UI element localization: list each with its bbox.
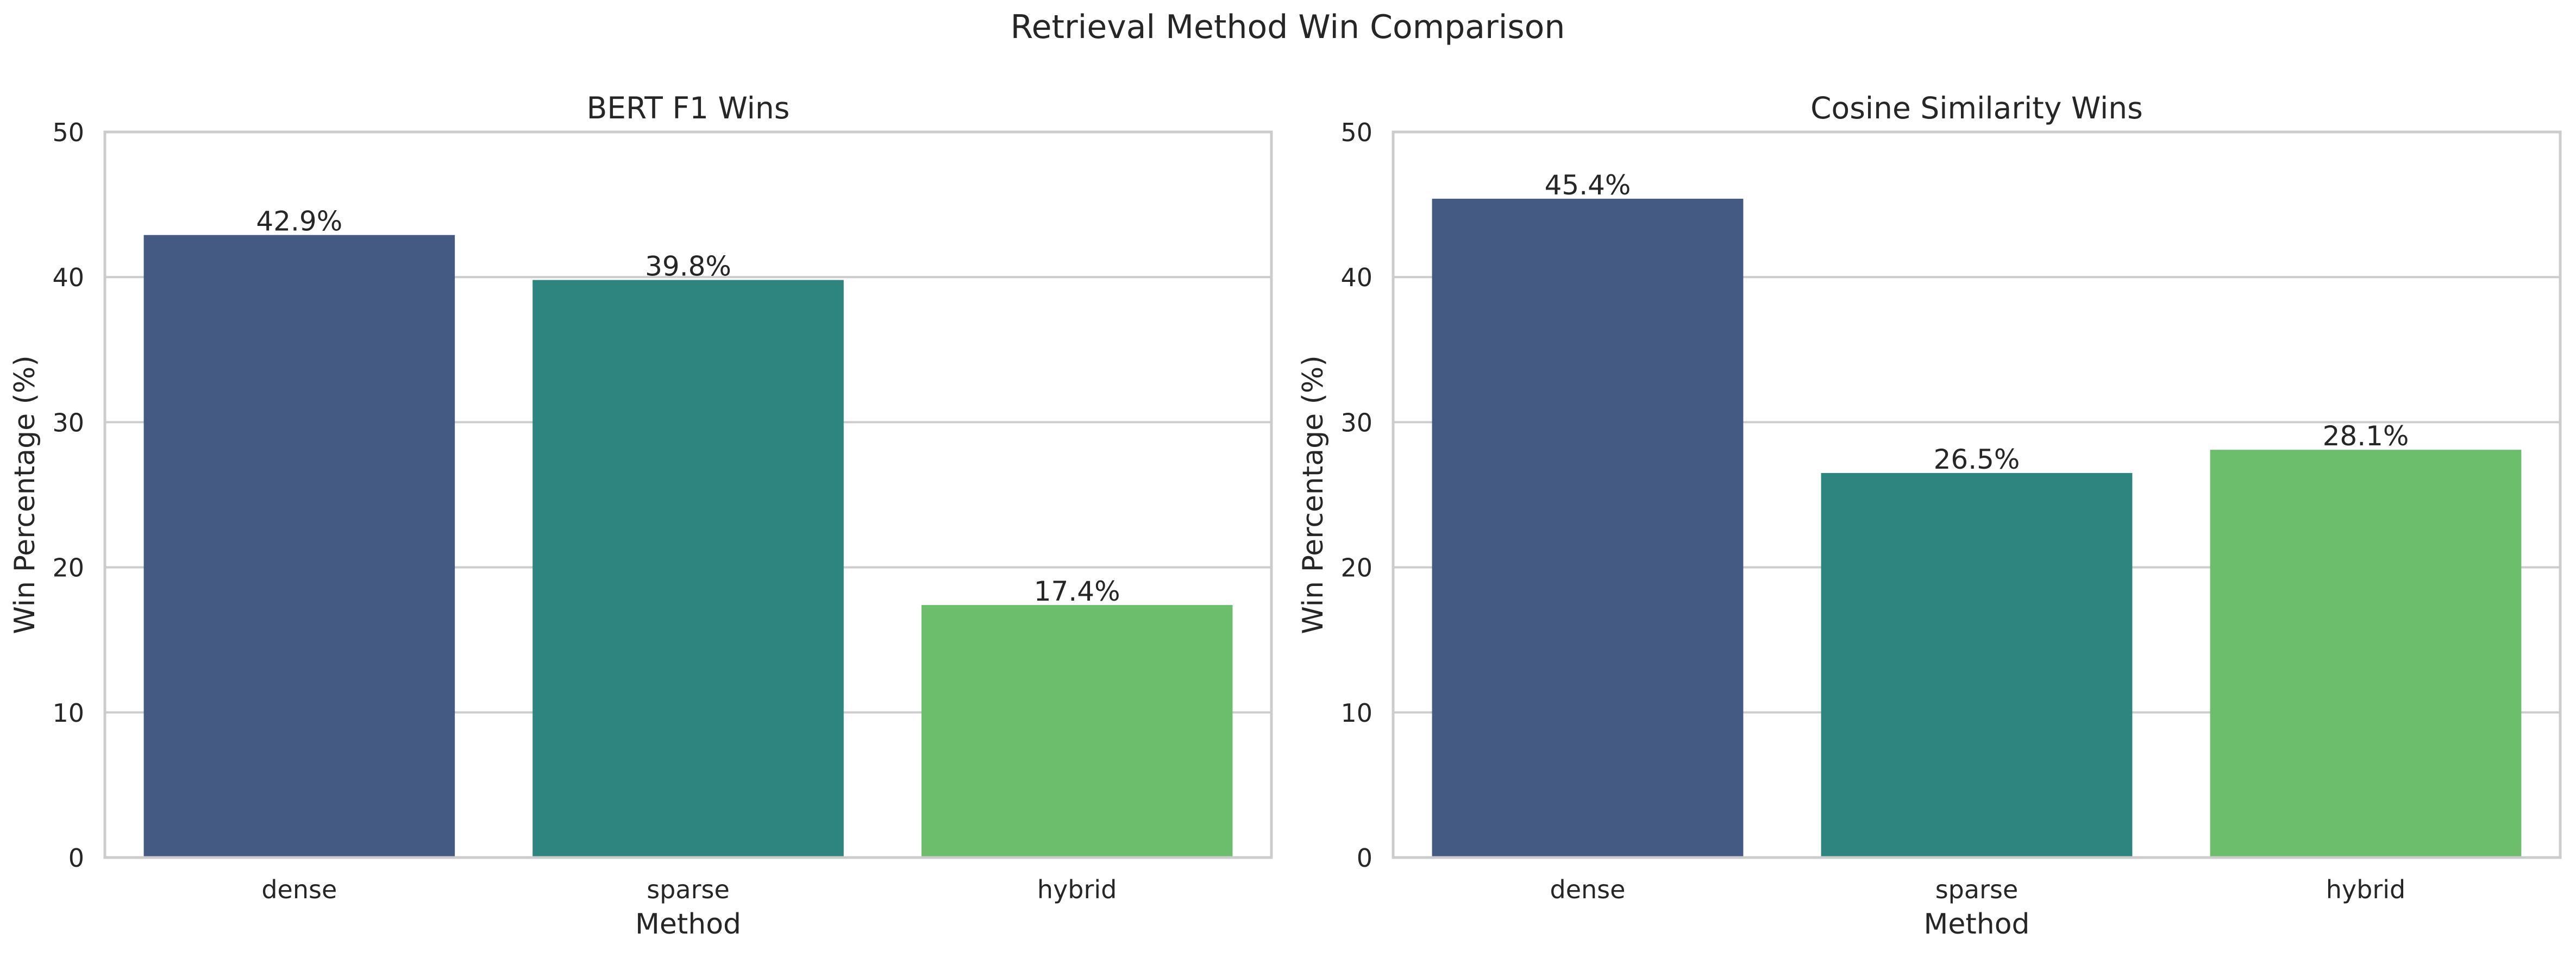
chart-2-bar-sparse: [1821, 472, 2133, 858]
chart-2-ytick-label: 20: [1340, 553, 1372, 583]
chart-2-data-label: 28.1%: [2323, 420, 2409, 452]
chart-2-xlabel: Method: [1923, 908, 2029, 941]
chart-1-title: BERT F1 Wins: [587, 91, 790, 125]
chart-2-ytick-label: 0: [1357, 843, 1372, 873]
charts-container: 42.9% 39.8% 17.4% 0 10 20 30 40 50 dense sparse hyb…: [9, 91, 2562, 941]
chart-1-ytick-label: 10: [52, 698, 84, 728]
figure-title: Retrieval Method Win Comparison: [1011, 8, 1565, 46]
chart-2-ytick-label: 40: [1340, 263, 1372, 292]
chart-1-xtick-label: dense: [261, 875, 337, 904]
chart-1-ytick-label: 30: [52, 408, 84, 437]
chart-1-data-label: 17.4%: [1034, 576, 1120, 607]
chart-2-title: Cosine Similarity Wins: [1810, 91, 2143, 125]
chart-1-ytick-label: 40: [52, 263, 84, 292]
chart-2-ytick-label: 50: [1340, 118, 1372, 147]
chart-1-ylabel: Win Percentage (%): [9, 355, 41, 634]
chart-1-bar-dense: [143, 235, 455, 858]
chart-1-xtick-label: sparse: [647, 875, 730, 904]
chart-2-xtick-label: sparse: [1935, 875, 2019, 904]
chart-2-ytick-label: 10: [1340, 698, 1372, 728]
chart-1-xlabel: Method: [635, 908, 741, 941]
chart-2-bar-dense: [1432, 198, 1744, 858]
chart-1-bar-hybrid: [921, 605, 1233, 858]
chart-2-ytick-label: 30: [1340, 408, 1372, 437]
chart-2-xtick-label: dense: [1550, 875, 1626, 904]
chart-2-xtick-label: hybrid: [2326, 875, 2405, 904]
chart-1-ytick-label: 0: [68, 843, 84, 873]
chart-1-ytick-label: 20: [52, 553, 84, 583]
chart-2-frame: [1392, 130, 2562, 859]
chart-1-frame: [103, 130, 1273, 859]
chart-2-ylabel: Win Percentage (%): [1297, 355, 1330, 634]
chart-1-bar-sparse: [532, 280, 844, 858]
chart-2-data-label: 45.4%: [1545, 169, 1631, 201]
chart-2-panel: 45.4% 26.5% 28.1% 0 10 20 30 40 50 dense sparse hyb…: [1297, 91, 2562, 941]
chart-1-ytick-label: 50: [52, 118, 84, 147]
chart-1-data-label: 39.8%: [645, 251, 731, 282]
chart-2-bar-hybrid: [2210, 450, 2522, 858]
chart-2-data-label: 26.5%: [1934, 444, 2020, 475]
chart-1-panel: 42.9% 39.8% 17.4% 0 10 20 30 40 50 dense sparse hyb…: [9, 91, 1273, 941]
chart-1-data-label: 42.9%: [256, 206, 342, 237]
chart-1-xtick-label: hybrid: [1037, 875, 1117, 904]
